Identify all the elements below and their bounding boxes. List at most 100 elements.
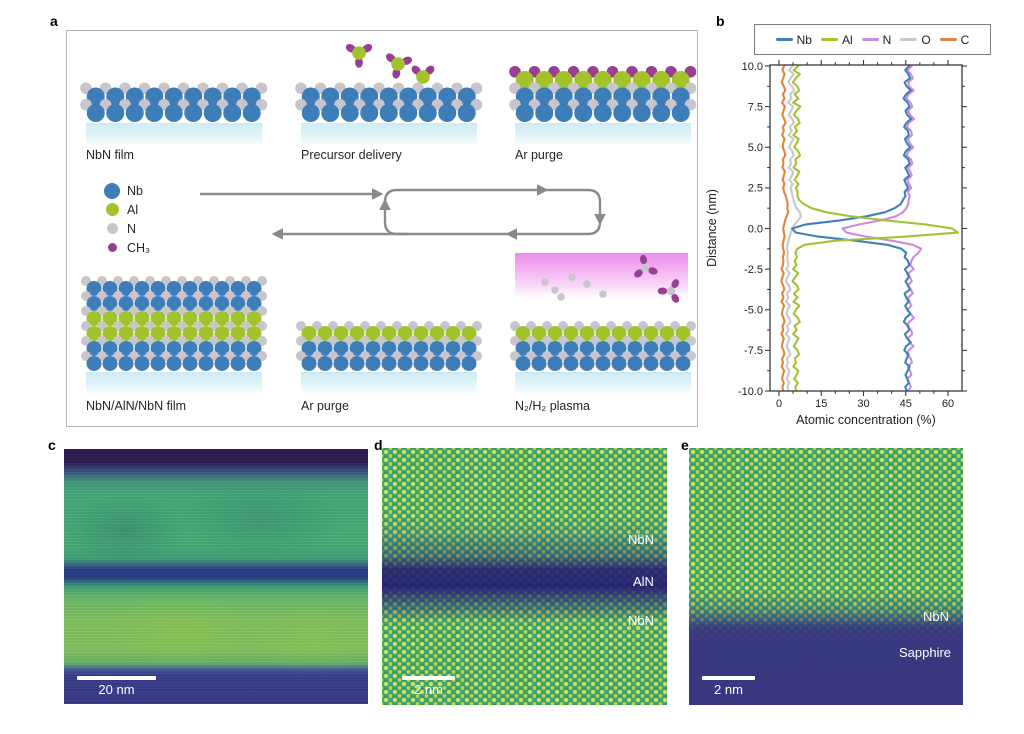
al-atom-icon [595,326,611,341]
nb-atom-icon [230,296,246,311]
nb-atom-icon [445,341,461,356]
panel-letter-c: c [48,437,56,453]
nb-atom-icon [102,296,118,311]
nb-atom-icon [102,356,118,371]
nb-atom-icon [301,87,320,106]
nb-atom-icon [397,356,413,371]
nb-atom-icon [381,341,397,356]
nb-atom-icon [399,104,418,122]
nb-atom-icon [125,87,144,106]
nb-atom-icon [166,356,182,371]
nb-atom-icon [349,341,365,356]
svg-text:0: 0 [776,398,782,410]
al-atom-icon [317,326,333,341]
nb-atom-icon [182,356,198,371]
substrate [86,372,262,393]
n-atom-icon [541,278,549,286]
al-atom-icon [214,311,230,326]
al-atom-icon [381,326,397,341]
nb-atom-icon [429,356,445,371]
film-ar-purge-bottom [296,321,482,393]
legend-label: Al [127,202,139,217]
nb-atom-icon [418,87,437,106]
nb-atom-icon [675,356,691,371]
al-atom-icon [365,326,381,341]
nb-atom-icon [321,104,340,122]
al-atom-icon [659,326,675,341]
layer-label-nbn-bottom: NbN [628,613,655,628]
nb-atom-icon [145,104,164,122]
nb-atom-icon [134,296,150,311]
substrate [301,372,477,393]
nb-atom-icon [413,341,429,356]
n-atom-icon [557,293,565,301]
al-atom-icon [102,326,118,341]
chart-legend-item-n: N [861,33,891,47]
nb-atom-icon [198,341,214,356]
nb-atom-icon [214,341,230,356]
nb-atom-icon [574,87,593,106]
scale-bar-label: 2 nm [714,682,743,697]
nb-atom-icon [365,356,381,371]
legend-label: CH₃ [127,240,151,255]
svg-text:5.0: 5.0 [748,142,763,154]
nb-atom-icon [246,281,262,296]
al-atom-icon [150,311,166,326]
curve-nb [790,65,913,391]
nb-atom-icon [365,341,381,356]
nb-atom-icon [150,296,166,311]
nb-atom-icon [574,104,593,122]
al-atom-icon [118,326,134,341]
nb-atom-icon [611,356,627,371]
curve-al [791,65,959,391]
nb-atom-icon [515,87,534,106]
nb-atom-icon [134,341,150,356]
step-label-ar-purge-bottom: Ar purge [301,399,349,413]
nb-atom-icon [554,87,573,106]
legend-item-al: Al [103,200,150,219]
legend-line-swatch [861,37,879,42]
al-atom-icon [611,326,627,341]
nb-atom-icon [445,356,461,371]
panel-letter-e: e [681,437,689,453]
substrate [515,372,691,393]
nb-atom-icon [182,281,198,296]
nb-atom-icon [214,356,230,371]
al-atom-icon [333,326,349,341]
al-atom-icon [352,46,366,60]
nb-atom-icon [547,356,563,371]
nb-atom-icon [632,104,651,122]
arrowhead-icon [372,188,384,200]
nb-atom-icon [102,341,118,356]
ch3-group-icon [355,57,363,68]
nb-atom-icon [145,87,164,106]
step-label-stack-film: NbN/AlN/NbN film [86,399,187,413]
al-atom-icon [515,71,534,89]
al-atom-icon [535,71,554,89]
nb-atom-icon [627,341,643,356]
tem-image-substrate: NbN Sapphire 2 nm [689,448,963,705]
curve-n [841,65,923,391]
tem-image-trilayer: NbN AlN NbN 2 nm [382,448,667,705]
nb-atom-icon [671,104,690,122]
n-atom-icon [583,280,591,288]
film-nbn-film [80,82,268,144]
nb-atom-icon [438,87,457,106]
al-atom-icon [86,326,102,341]
nb-atom-icon [184,87,203,106]
nb-atom-icon [360,87,379,106]
nb-atom-icon [198,356,214,371]
al-atom-icon [593,71,612,89]
nb-atom-icon [627,356,643,371]
legend-label: Al [841,32,853,47]
ch3-group-icon [639,254,648,265]
al-atom-icon [579,326,595,341]
nb-atom-icon [535,104,554,122]
al-atom-icon [445,326,461,341]
nb-atom-icon [182,341,198,356]
ch3-group-icon [671,293,680,303]
chart-legend-item-nb: Nb [775,33,812,47]
n-atom-icon [551,286,559,294]
substrate [86,123,262,144]
nb-atom-icon [563,356,579,371]
